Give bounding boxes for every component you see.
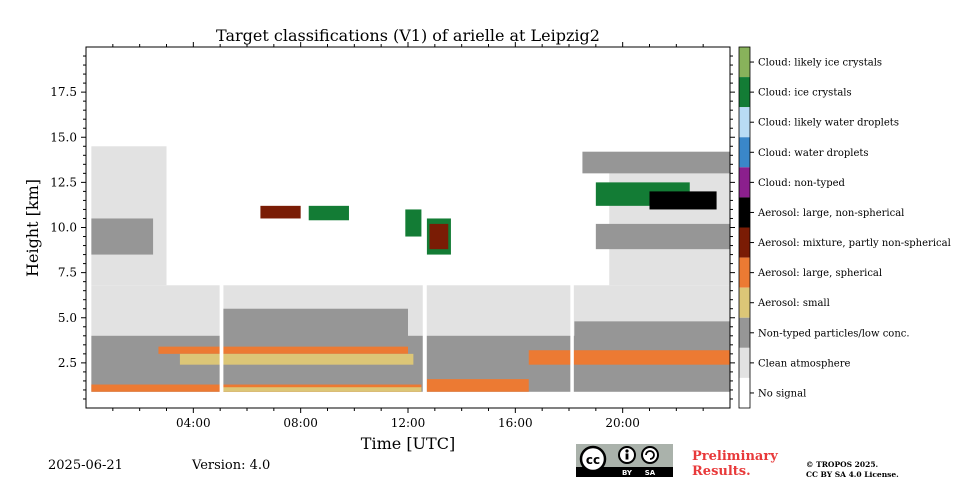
legend-frame [738,46,751,409]
region-non-typed-particles-low-conc-8 [582,151,730,174]
legend-label-cloud-non-typed: Cloud: non-typed [758,178,846,189]
plot-area [85,46,731,409]
region-non-typed-particles-low-conc-6 [91,218,154,255]
y-axis-ticks: 2.5 5.0 7.5 10.0 12.5 15.0 17.5 [50,55,735,400]
region-aerosol-large-spherical-11 [158,346,408,354]
y-tick-label-15.0: 15.0 [50,130,77,144]
region-aerosol-mixture-partly-non-spherical-20 [429,223,449,250]
data-gap-1 [422,47,427,408]
legend-swatch-cloud-non-typed [739,167,750,198]
footer-date: 2025-06-21 [48,458,123,473]
x-tick-label-2000: 20:00 [605,416,640,430]
legend-swatch-cloud-likely-water-droplets [739,107,750,138]
y-tick-label-2.5: 2.5 [58,356,77,370]
cc-icon-text: cc [586,453,600,467]
by-icon-body [625,453,629,460]
x-axis-label: Time [UTC] [361,434,455,453]
y-tick-label-17.5: 17.5 [50,85,77,99]
region-aerosol-large-non-spherical-21 [649,191,717,210]
region-cloud-ice-crystals-15 [308,205,349,221]
legend-label-cloud-likely-ice-crystals: Cloud: likely ice crystals [758,58,882,69]
preliminary-notice: Preliminary Results. [692,449,778,479]
region-cloud-ice-crystals-16 [405,209,422,237]
preliminary-line-1: Preliminary [692,449,778,464]
by-icon-head [625,449,629,453]
legend-swatch-non-typed-particles-low-conc [739,317,750,348]
copyright-line-2: CC BY SA 4.0 License. [806,470,899,479]
legend-label-cloud-water-droplets: Cloud: water droplets [758,148,869,159]
y-tick-label-12.5: 12.5 [50,175,77,189]
preliminary-line-2: Results. [692,464,751,479]
legend-swatch-cloud-water-droplets [739,137,750,168]
y-tick-label-10.0: 10.0 [50,221,77,235]
legend-label-aerosol-large-spherical: Aerosol: large, spherical [757,268,882,279]
legend-swatch-cloud-likely-ice-crystals [739,47,750,78]
region-aerosol-small-14 [222,387,422,392]
classification-regions [91,146,730,392]
y-tick-label-5.0: 5.0 [58,311,77,325]
x-tick-label-1600: 16:00 [498,416,533,430]
legend-label-aerosol-small: Aerosol: small [757,298,830,309]
x-tick-label-0400: 04:00 [176,416,211,430]
legend-label-clean-atmosphere: Clean atmosphere [758,358,851,369]
data-gap-0 [219,47,224,408]
region-aerosol-large-spherical-10 [426,379,529,392]
x-axis-ticks: 04:00 08:00 12:00 16:00 20:00 [112,42,704,430]
sa-icon-arrow [645,450,655,460]
license-badge: cc BY SA [576,444,673,477]
legend-swatch-aerosol-small [739,287,750,318]
legend-label-aerosol-mixture-partly-non-spherical: Aerosol: mixture, partly non-spherical [757,238,951,249]
y-axis-label: Height [km] [23,179,42,277]
legend-swatch-clean-atmosphere [739,347,750,378]
copyright-line-1: © TROPOS 2025. [806,460,879,469]
region-clean-atmosphere-1 [91,146,167,286]
cc-icon [579,445,607,473]
legend-label-aerosol-large-non-spherical: Aerosol: large, non-spherical [757,208,904,219]
region-aerosol-small-13 [179,353,414,365]
legend-swatch-cloud-ice-crystals [739,77,750,108]
legend-label-cloud-likely-water-droplets: Cloud: likely water droplets [758,118,899,129]
region-non-typed-particles-low-conc-5 [574,321,730,351]
region-non-typed-particles-low-conc-4 [222,308,408,345]
legend-swatch-aerosol-mixture-partly-non-spherical [739,227,750,258]
region-non-typed-particles-low-conc-7 [595,223,730,250]
sa-icon [641,446,659,464]
chart-title: Target classifications (V1) of arielle a… [216,26,600,45]
legend-label-non-typed-particles-low-conc: Non-typed particles/low conc. [758,328,910,339]
data-gap-2 [570,47,574,408]
legend-swatch-aerosol-large-non-spherical [739,197,750,228]
region-aerosol-mixture-partly-non-spherical-19 [260,205,301,219]
legend-colorbar: Cloud: likely ice crystals Cloud: ice cry… [738,46,951,409]
legend-swatch-aerosol-large-spherical [739,257,750,288]
data-gaps [219,47,574,408]
x-tick-label-1200: 12:00 [391,416,426,430]
footer-version: Version: 4.0 [192,458,271,473]
by-label: BY [622,469,633,477]
copyright-notice: © TROPOS 2025. CC BY SA 4.0 License. [806,460,899,480]
legend-label-no-signal: No signal [758,388,806,399]
y-tick-label-7.5: 7.5 [58,266,77,280]
x-tick-label-0800: 08:00 [283,416,318,430]
sa-label: SA [645,469,656,477]
legend-swatch-no-signal [739,377,750,408]
region-aerosol-large-spherical-12 [528,350,730,365]
legend-label-cloud-ice-crystals: Cloud: ice crystals [758,88,852,99]
